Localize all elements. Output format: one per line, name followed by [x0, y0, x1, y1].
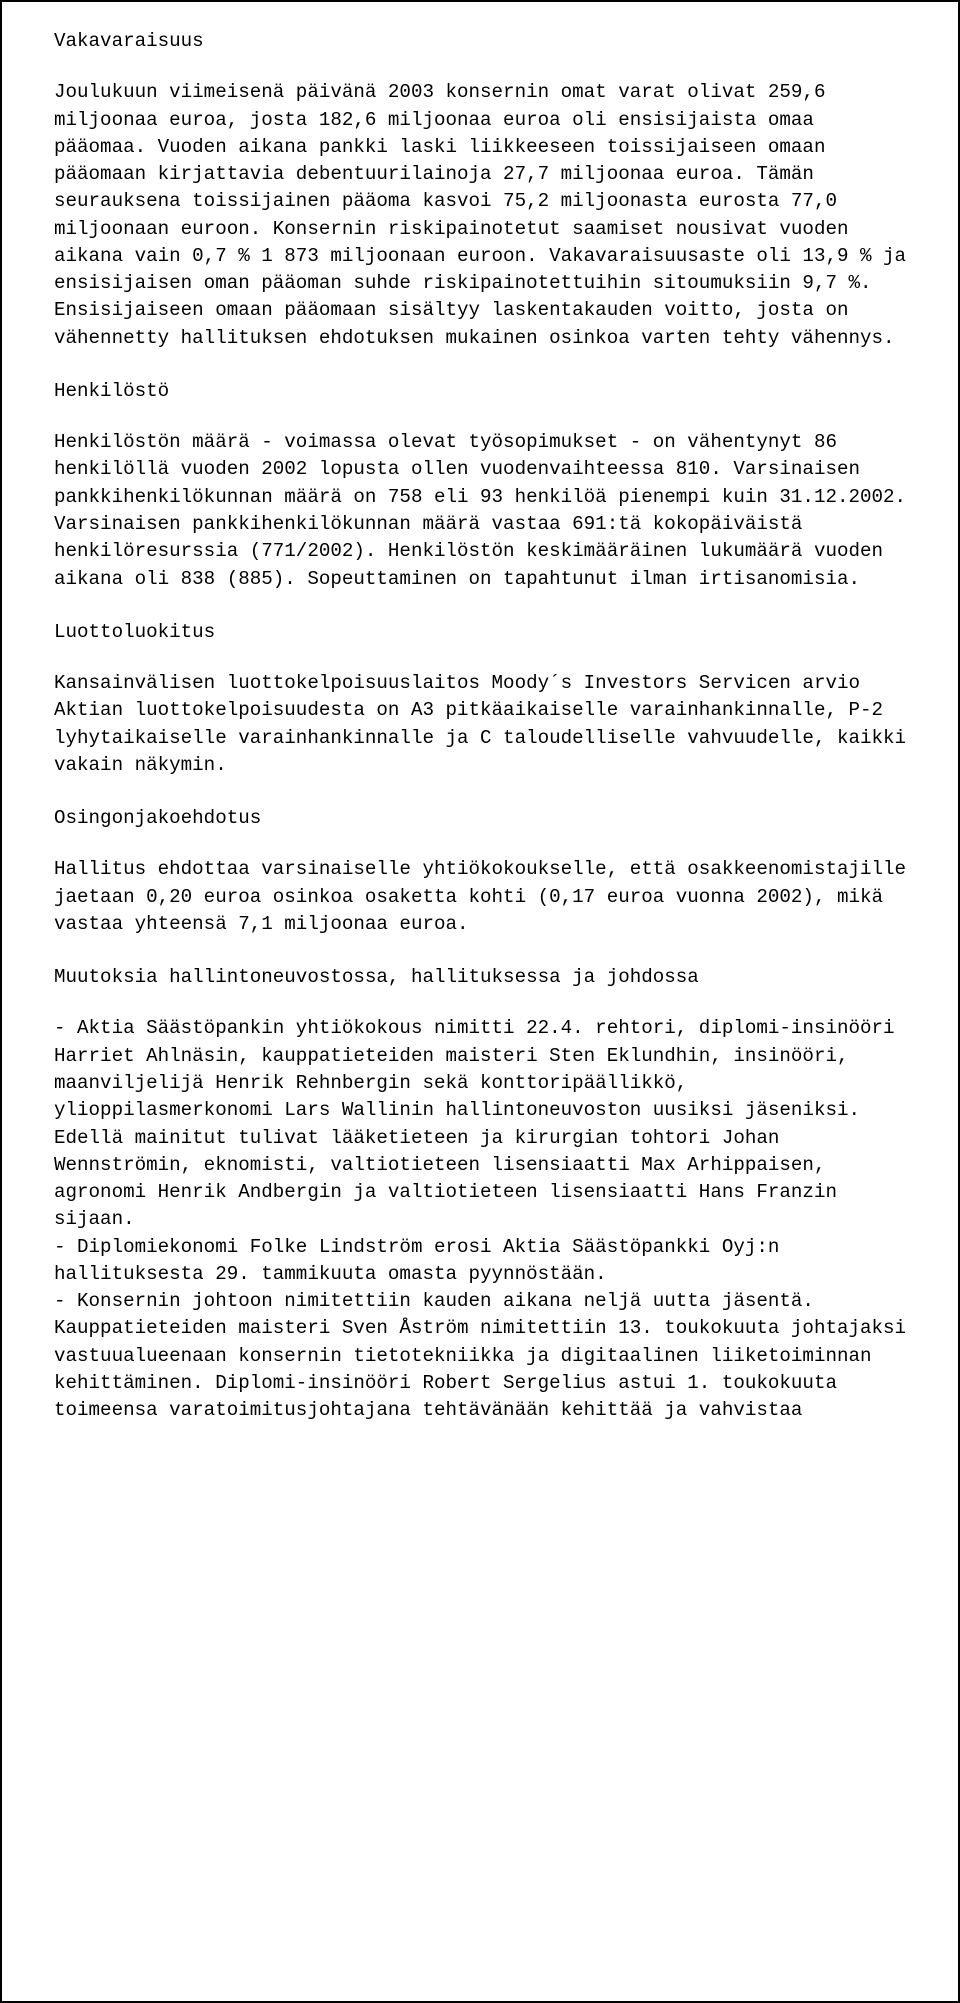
section-heading-henkilosto: Henkilöstö [54, 378, 910, 405]
section-body-muutoksia: - Aktia Säästöpankin yhtiökokous nimitti… [54, 1015, 910, 1424]
section-body-henkilosto: Henkilöstön määrä - voimassa olevat työs… [54, 429, 910, 593]
document-page: Vakavaraisuus Joulukuun viimeisenä päivä… [0, 0, 960, 2003]
section-heading-vakavaraisuus: Vakavaraisuus [54, 28, 910, 55]
section-body-vakavaraisuus: Joulukuun viimeisenä päivänä 2003 konser… [54, 79, 910, 352]
section-body-osingonjakoehdotus: Hallitus ehdottaa varsinaiselle yhtiökok… [54, 856, 910, 938]
section-heading-osingonjakoehdotus: Osingonjakoehdotus [54, 805, 910, 832]
section-heading-luottoluokitus: Luottoluokitus [54, 619, 910, 646]
section-heading-muutoksia: Muutoksia hallintoneuvostossa, hallituks… [54, 964, 910, 991]
section-body-luottoluokitus: Kansainvälisen luottokelpoisuuslaitos Mo… [54, 670, 910, 779]
